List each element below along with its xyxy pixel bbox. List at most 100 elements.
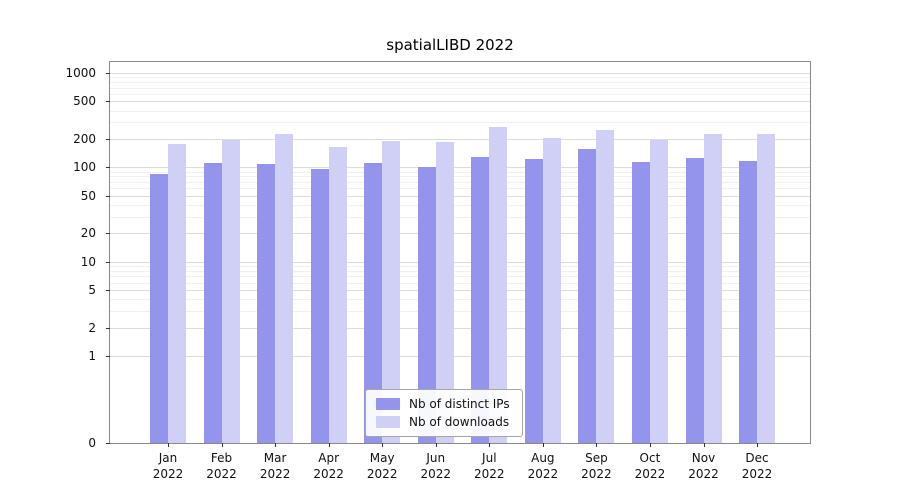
bar-downloads-nov bbox=[703, 134, 722, 443]
y-tick-label: 1000 bbox=[65, 66, 96, 80]
gridline-minor bbox=[110, 93, 810, 95]
y-tick-mark bbox=[106, 290, 110, 292]
y-tick-label: 2 bbox=[88, 320, 96, 335]
legend-label-distinct-ips: Nb of distinct IPs bbox=[409, 397, 510, 411]
gridline-minor bbox=[110, 270, 810, 272]
bar-distinct-ips-may bbox=[364, 163, 383, 443]
gridline-major bbox=[110, 261, 810, 263]
bar-distinct-ips-jul bbox=[471, 157, 490, 443]
legend-swatch-downloads bbox=[376, 416, 400, 428]
plot-area: Nb of distinct IPs Nb of downloads bbox=[109, 61, 811, 444]
bar-distinct-ips-apr bbox=[310, 169, 329, 443]
bar-distinct-ips-jan bbox=[150, 174, 168, 443]
y-tick-mark bbox=[106, 73, 110, 74]
x-tick-label: Nov 2022 bbox=[688, 451, 719, 481]
x-axis: Jan 2022 Feb 2022 Mar 2022 Apr 2022 May 2022 Jun 20… bbox=[110, 443, 810, 493]
gridline-major bbox=[110, 167, 810, 169]
bar-distinct-ips-dec bbox=[739, 161, 758, 443]
x-tick-label: Jul 2022 bbox=[474, 451, 505, 481]
gridline-major bbox=[110, 138, 810, 140]
gridline-major bbox=[110, 101, 810, 103]
x-tick-mark bbox=[542, 443, 544, 447]
legend-label-downloads: Nb of downloads bbox=[409, 415, 510, 429]
x-tick-label: Apr 2022 bbox=[313, 451, 344, 481]
y-tick-label: 1 bbox=[88, 349, 96, 363]
gridline-minor bbox=[110, 82, 810, 84]
x-tick-label: Sep 2022 bbox=[581, 451, 612, 481]
bar-downloads-oct bbox=[649, 140, 668, 443]
y-tick-mark bbox=[106, 101, 110, 103]
gridline-minor bbox=[110, 77, 810, 79]
gridline-minor bbox=[110, 265, 810, 267]
x-tick-mark bbox=[649, 443, 651, 447]
bar-distinct-ips-oct bbox=[631, 162, 650, 443]
y-tick-label: 5 bbox=[88, 283, 96, 298]
legend-item-downloads: Nb of downloads bbox=[376, 413, 510, 431]
bar-distinct-ips-sep bbox=[578, 149, 597, 443]
y-tick-label: 200 bbox=[73, 131, 96, 146]
bar-downloads-feb bbox=[221, 140, 240, 443]
y-axis: 0 1 2 5 10 20 50 100 200 500 1000 bbox=[0, 62, 110, 450]
x-tick-mark bbox=[328, 443, 330, 447]
gridline-major bbox=[110, 73, 810, 74]
bar-distinct-ips-jun bbox=[417, 167, 436, 443]
x-tick-label: May 2022 bbox=[366, 451, 398, 481]
x-tick-label: Jan 2022 bbox=[152, 451, 184, 481]
y-tick-label: 50 bbox=[80, 188, 96, 203]
bar-downloads-jul bbox=[489, 127, 508, 443]
y-tick-label: 500 bbox=[73, 94, 96, 109]
chart-title: spatialLIBD 2022 bbox=[386, 36, 514, 54]
legend-swatch-distinct-ips bbox=[376, 398, 400, 410]
gridline-minor bbox=[110, 276, 810, 278]
x-tick-mark bbox=[168, 443, 169, 447]
gridline-minor bbox=[110, 176, 810, 178]
gridline-major bbox=[110, 290, 810, 292]
y-tick-mark bbox=[106, 233, 110, 235]
y-tick-label: 10 bbox=[80, 254, 96, 269]
gridline-minor bbox=[110, 216, 810, 218]
gridline-minor bbox=[110, 181, 810, 183]
x-tick-mark bbox=[489, 443, 491, 447]
gridline-minor bbox=[110, 310, 810, 312]
y-tick-label: 20 bbox=[80, 226, 96, 241]
x-tick-mark bbox=[382, 443, 384, 447]
y-tick-mark bbox=[106, 167, 110, 169]
gridline-major bbox=[110, 233, 810, 235]
gridline-minor bbox=[110, 110, 810, 112]
gridline-minor bbox=[110, 204, 810, 206]
bar-downloads-dec bbox=[757, 134, 776, 443]
bar-distinct-ips-mar bbox=[257, 164, 276, 443]
bar-downloads-jun bbox=[435, 142, 454, 443]
bar-downloads-aug bbox=[542, 138, 561, 443]
x-tick-label: Jun 2022 bbox=[420, 451, 452, 481]
y-tick-mark bbox=[106, 261, 110, 263]
x-tick-label: Aug 2022 bbox=[527, 451, 559, 481]
bar-downloads-may bbox=[382, 141, 401, 443]
y-tick-mark bbox=[106, 443, 110, 444]
bar-downloads-mar bbox=[275, 134, 294, 443]
x-tick-mark bbox=[435, 443, 437, 447]
gridline-minor bbox=[110, 171, 810, 173]
x-tick-mark bbox=[275, 443, 277, 447]
x-tick-label: Oct 2022 bbox=[634, 451, 666, 481]
gridline-minor bbox=[110, 299, 810, 301]
y-tick-mark bbox=[106, 138, 110, 140]
gridline-major bbox=[110, 327, 810, 329]
x-tick-label: Mar 2022 bbox=[259, 451, 291, 481]
bar-distinct-ips-aug bbox=[524, 159, 543, 443]
y-tick-mark bbox=[106, 327, 110, 329]
legend-item-distinct-ips: Nb of distinct IPs bbox=[376, 395, 510, 413]
legend: Nb of distinct IPs Nb of downloads bbox=[365, 389, 523, 437]
gridline-major bbox=[110, 356, 810, 357]
y-tick-mark bbox=[106, 195, 110, 197]
bar-downloads-apr bbox=[328, 147, 347, 443]
y-tick-label: 0 bbox=[88, 436, 96, 450]
gridline-minor bbox=[110, 87, 810, 89]
x-tick-label: Dec 2022 bbox=[741, 451, 773, 481]
bar-downloads-sep bbox=[596, 130, 615, 443]
gridline-minor bbox=[110, 188, 810, 190]
x-tick-label: Feb 2022 bbox=[206, 451, 237, 481]
x-tick-mark bbox=[596, 443, 598, 447]
bar-distinct-ips-nov bbox=[685, 158, 704, 443]
